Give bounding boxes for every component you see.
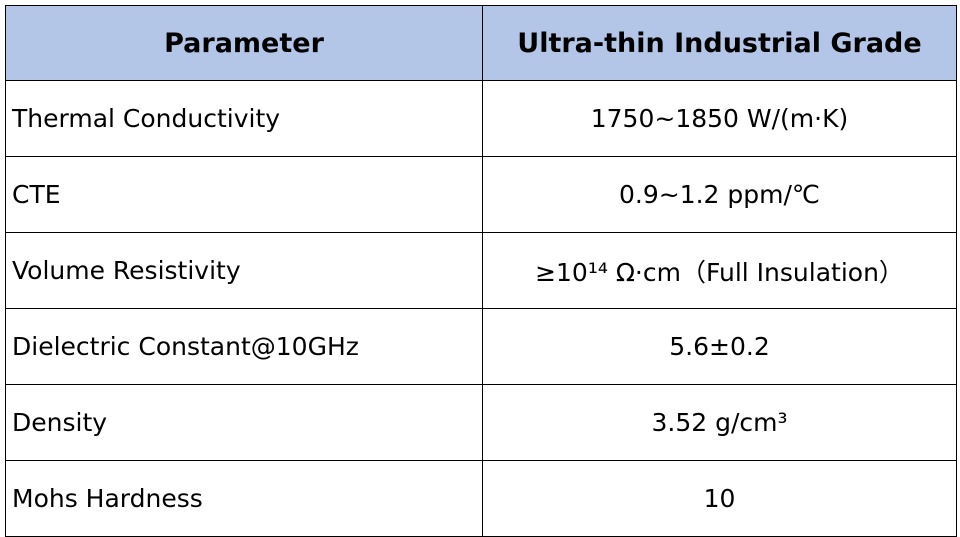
parameter-cell: CTE [5, 156, 483, 233]
parameter-cell: Density [5, 384, 483, 461]
value-cell: 10 [482, 460, 957, 537]
value-cell: 3.52 g/cm³ [482, 384, 957, 461]
header-row: Parameter Ultra-thin Industrial Grade [5, 5, 957, 81]
parameter-cell: Mohs Hardness [5, 460, 483, 537]
table-row: Thermal Conductivity 1750~1850 W/(m·K) [5, 80, 957, 157]
table-body: Thermal Conductivity 1750~1850 W/(m·K) CTE… [5, 80, 957, 537]
value-cell: 1750~1850 W/(m·K) [482, 80, 957, 157]
parameter-cell: Thermal Conductivity [5, 80, 483, 157]
table-row: Mohs Hardness 10 [5, 460, 957, 537]
table-row: Dielectric Constant@10GHz 5.6±0.2 [5, 308, 957, 385]
header-cell: Ultra-thin Industrial Grade [482, 5, 957, 81]
table-row: CTE 0.9~1.2 ppm/℃ [5, 156, 957, 233]
table-row: Density 3.52 g/cm³ [5, 384, 957, 461]
header-cell: Parameter [5, 5, 483, 81]
parameter-cell: Dielectric Constant@10GHz [5, 308, 483, 385]
table-row: Volume Resistivity ≥10¹⁴ Ω·cm（Full Insula… [5, 232, 957, 309]
value-cell: ≥10¹⁴ Ω·cm（Full Insulation） [482, 232, 957, 309]
parameter-cell: Volume Resistivity [5, 232, 483, 309]
value-cell: 0.9~1.2 ppm/℃ [482, 156, 957, 233]
value-cell: 5.6±0.2 [482, 308, 957, 385]
spec-table: Parameter Ultra-thin Industrial Grade Th… [5, 5, 957, 537]
